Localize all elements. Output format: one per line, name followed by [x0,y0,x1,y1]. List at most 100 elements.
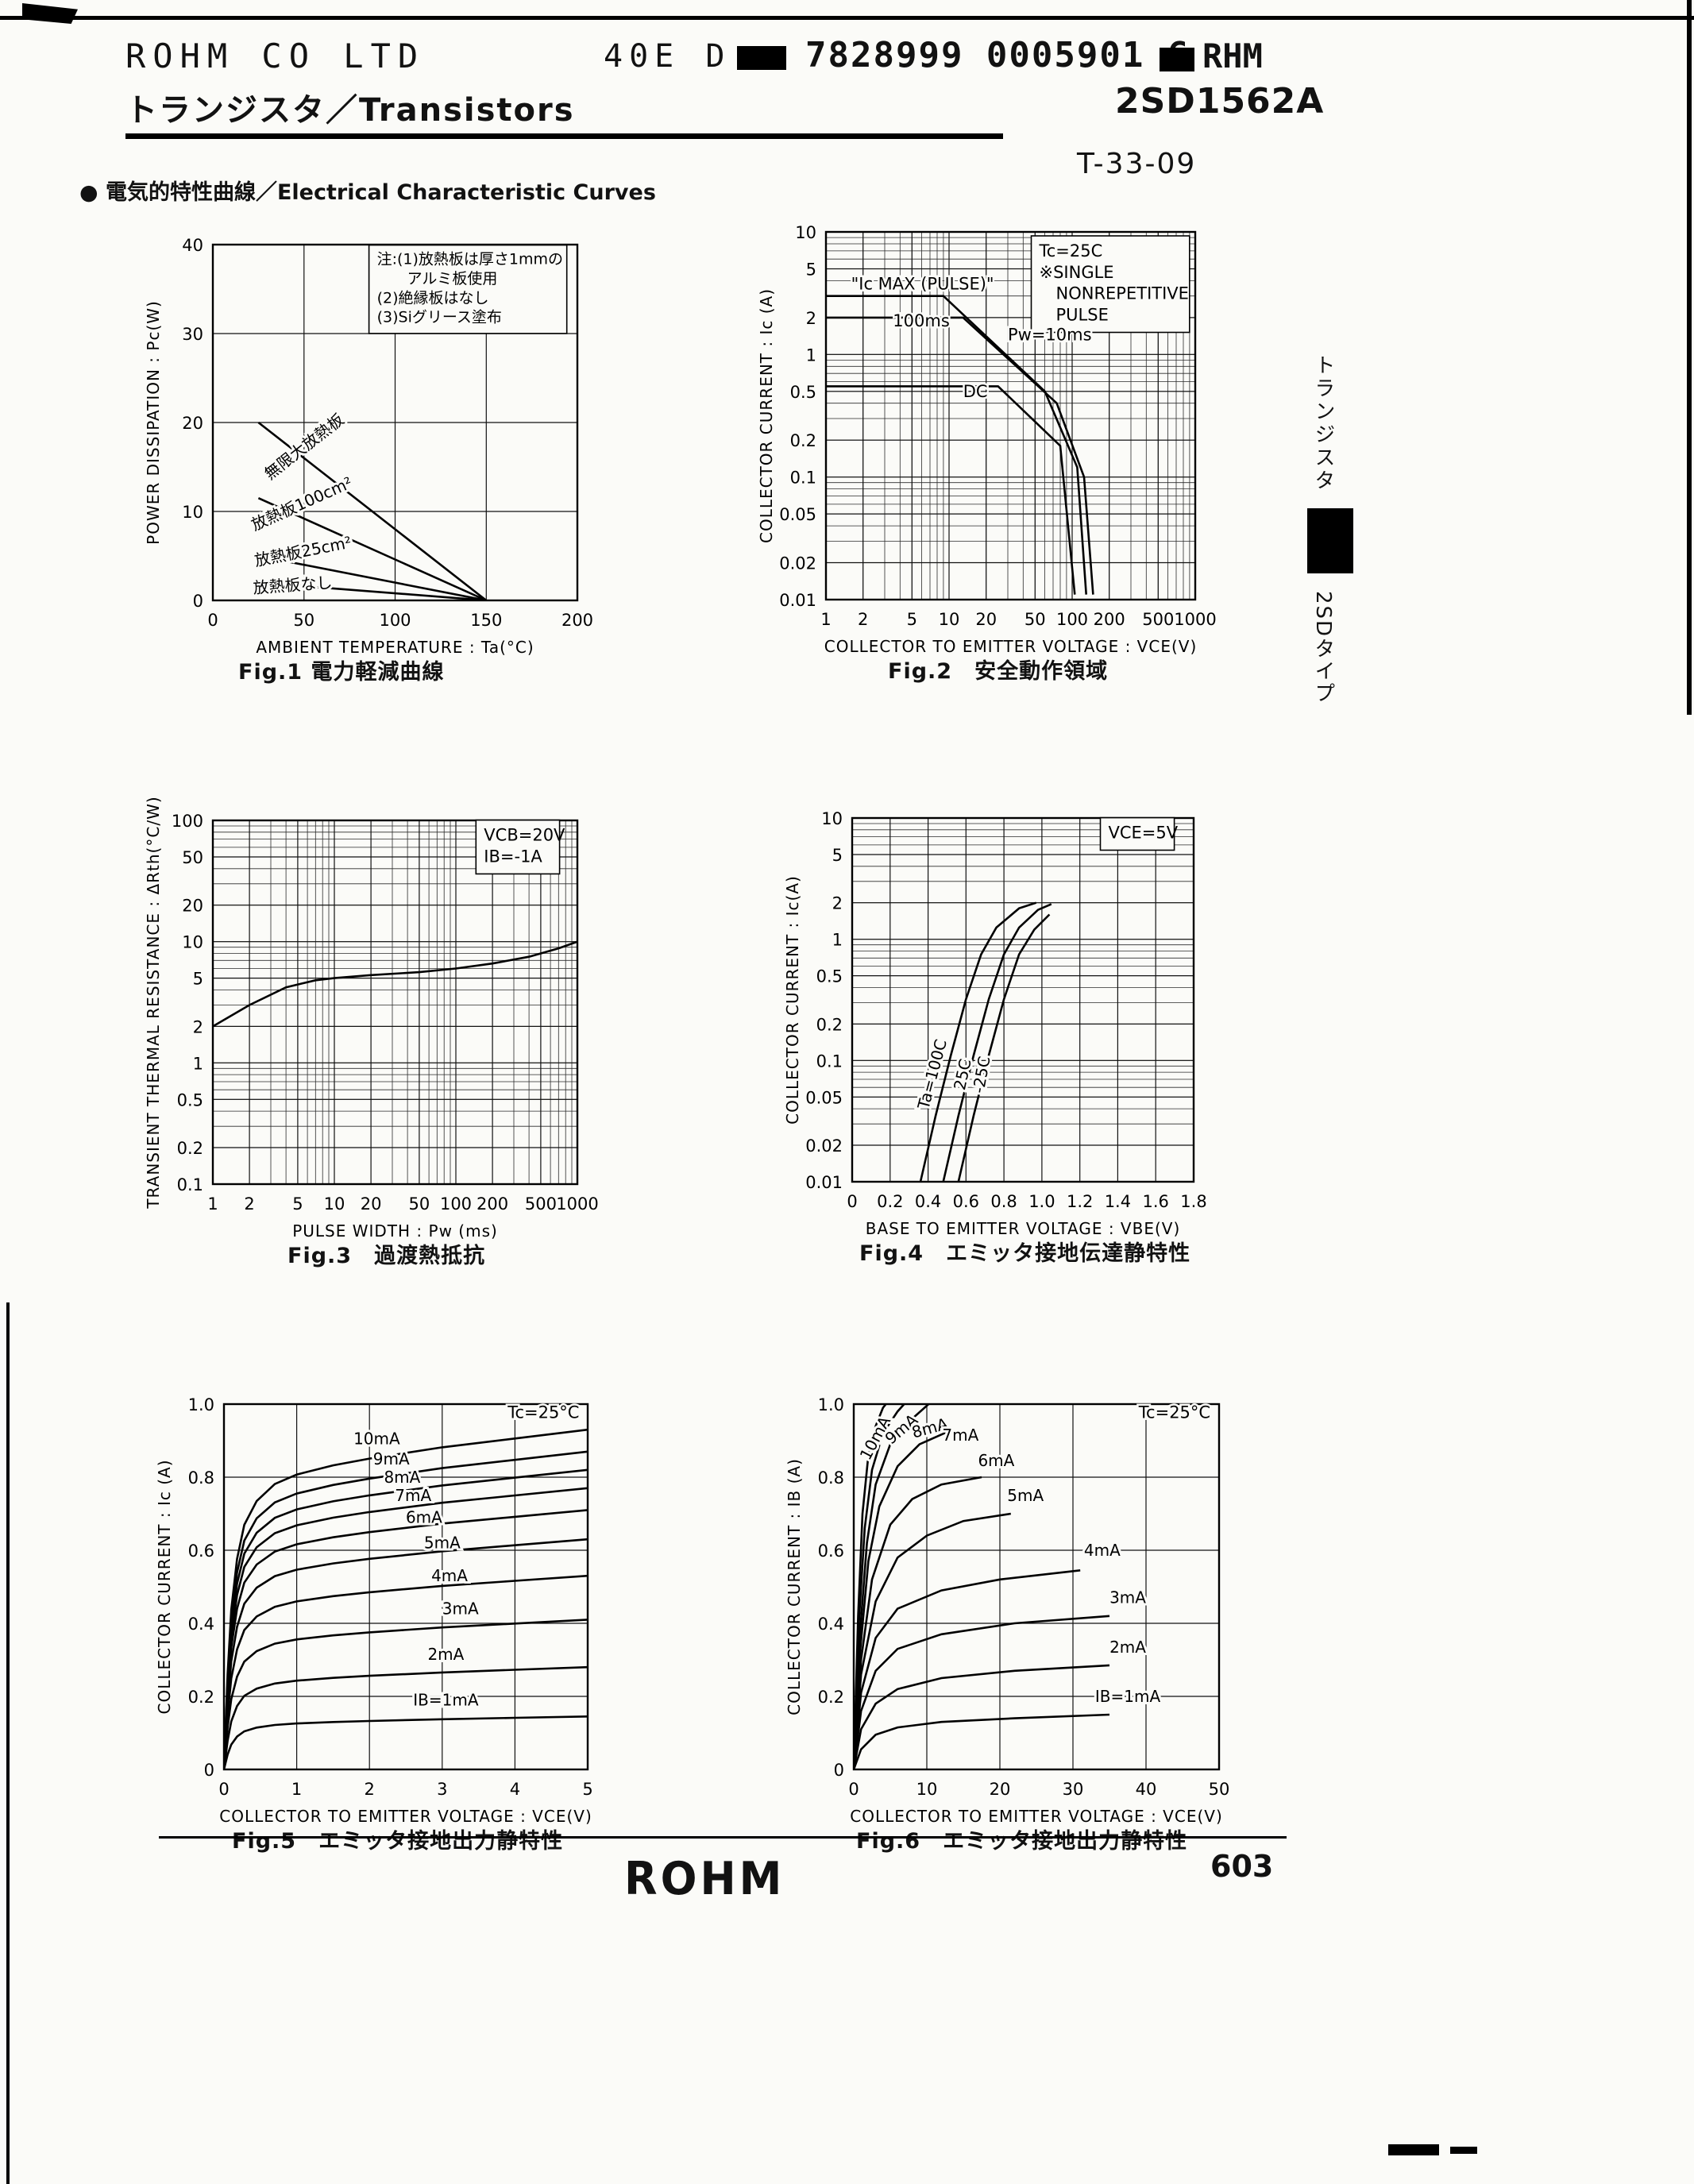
fig6-plot: 10mA9mA8mA7mA6mA5mA4mA3mA2mAIB=1mATc=25°… [785,1395,1229,1826]
scan-artifact-bottom-right-1 [1388,2144,1439,2155]
fig5-series [224,1428,588,1769]
fig2-annotation-0: NONREPETITIVE [1040,284,1189,303]
fig2-x-tick: 5 [907,610,917,629]
fig2-plot: Tc=25C ※SINGLE NONREPETITIVE PULSE "Ic MAX… [757,223,1217,656]
fig6-frame [852,1403,1221,1771]
fig6-curve-6mA [854,1476,982,1769]
fig3-annotation-0: IB=-1A [484,847,542,866]
fig1-xlabel: AMBIENT TEMPERATURE : Ta(°C) [256,638,534,657]
section-heading: ● 電気的特性曲線／Electrical Characteristic Curv… [79,180,656,205]
fig2-x-tick: 100 [1056,610,1088,629]
fig2-x-tick: 1 [820,610,831,629]
fig5-series-label-10mA: 10mA [353,1430,400,1449]
fig6-y-tick: 0.2 [818,1688,844,1707]
fig4-curve-Ta=100C [919,901,1037,1182]
fig1-x-tick: 100 [379,611,411,630]
fig1-curve-放熱板25cm2 [258,554,487,600]
fig1-y-tick: 40 [182,236,203,255]
fig2-annotation-3: Pw=10ms [1008,326,1092,345]
fig5-curve-7mA [224,1487,588,1769]
fig5-y-tick: 1.0 [188,1395,214,1414]
fig6-annotation-0: Tc=25°C [1138,1403,1210,1422]
fig2-grid [825,231,1196,600]
fig5-series-label-8mA: 8mA [384,1468,420,1487]
sidebar-label-bottom: 2SDタイプ [1311,591,1335,705]
fig1-x-tick: 150 [470,611,502,630]
fig2-chart: Tc=25C ※SINGLE NONREPETITIVE PULSE "Ic MAX… [757,223,1217,656]
fig6-curve-4mA [854,1569,1081,1769]
fig5-curve-5mA [224,1538,588,1769]
fig3-y-tick: 0.1 [177,1175,203,1194]
fig5-y-tick: 0.2 [188,1688,214,1707]
fig4-x-tick: 1.6 [1142,1192,1168,1211]
fig6-series-label-4mA: 4mA [1084,1541,1121,1560]
fig3-x-tick: 5 [292,1194,303,1214]
fig6-x-tick: 40 [1136,1780,1157,1799]
fig3-caption: Fig.3 過渡熱抵抗 [287,1244,486,1268]
fig6-y-tick: 0.8 [818,1468,844,1488]
fig6-curve-3mA [854,1615,1110,1769]
fig5-curve-IB=1mA [224,1715,588,1769]
fig3-y-tick: 20 [182,897,203,916]
fig5-x-tick: 1 [291,1780,302,1799]
fig5-frame [222,1403,589,1771]
fig4-x-tick: 0.8 [990,1192,1017,1211]
fig6-x-tick: 10 [916,1780,938,1799]
barcode-suffix: RHM [1202,37,1263,75]
fig4-y-tick: 0.2 [816,1015,843,1034]
fig5-series-label-5mA: 5mA [424,1534,461,1553]
fig5-series-label-4mA: 4mA [431,1566,468,1585]
sheet-code: T-33-09 [1077,148,1197,180]
fig6-series [854,1404,1110,1769]
barcode-number: 7828999 0005901 6 [805,35,1190,75]
fig1-series-label-放熱板100cm2: 放熱板100cm² [249,473,356,534]
fig4-x-tick: 1.8 [1180,1192,1206,1211]
fig1-chart: 無限大放熱板放熱板100cm²放熱板25cm²放熱板なし注:(1)放熱板は厚さ1… [144,236,593,657]
barcode-block-icon [737,46,786,70]
fig3-x-tick: 2 [244,1194,254,1214]
scan-artifact-top-line [0,16,1694,20]
fig3-x-tick: 20 [361,1194,382,1214]
fig6-x-tick: 30 [1063,1780,1084,1799]
fig3-y-tick: 2 [193,1017,203,1036]
fig3-y-tick: 0.2 [177,1139,203,1158]
fig3-series [213,940,577,1028]
fig1-ylabel: POWER DISSIPATION : Pc(W) [144,300,163,545]
fig2-x-tick: 2 [858,610,868,629]
scan-artifact-left-edge [6,1302,10,2184]
fig1-annotation-0: アルミ板使用 [377,270,498,287]
fig5-series-label-7mA: 7mA [395,1486,431,1505]
scan-artifact-right-edge [1687,0,1692,715]
fig4-y-tick: 5 [832,846,843,865]
fig6-series-label-IB=1mA: IB=1mA [1095,1687,1161,1706]
fig2-y-tick: 0.2 [790,431,816,450]
fig4-annotation-0: VCE=5V [1109,824,1179,843]
fig4-grid [851,817,1194,1183]
fig5-xlabel: COLLECTOR TO EMITTER VOLTAGE : VCE(V) [219,1807,592,1826]
fig3-x-tick: 10 [324,1194,345,1214]
fig5-x-tick: 0 [218,1780,229,1799]
fig1-annotation-box-0 [368,244,568,334]
fig6-grid [853,1403,1220,1770]
fig4-y-tick: 2 [832,894,843,913]
footer-rule [159,1836,1287,1839]
fig5-y-tick: 0.6 [188,1542,214,1561]
page-number: 603 [1210,1849,1274,1884]
fig6-curve-10mA [854,1404,888,1769]
fig3-x-tick: 100 [440,1194,472,1214]
barcode-block-small-icon [1160,48,1194,71]
fig1-series [257,421,488,600]
fig6-chart: 10mA9mA8mA7mA6mA5mA4mA3mA2mAIB=1mATc=25°… [785,1395,1229,1826]
fig6-series-label-2mA: 2mA [1109,1638,1146,1657]
fig6-curve-9mA [854,1404,906,1769]
fig2-y-tick: 0.5 [790,383,816,402]
fig6-y-tick: 1.0 [818,1395,844,1414]
fig6-y-tick: 0.4 [818,1615,844,1634]
fig6-curve-8mA [854,1404,931,1769]
fig1-x-tick: 0 [207,611,218,630]
fig1-x-tick: 200 [561,611,593,630]
doc-code: 40E D [604,38,731,75]
fig3-xlabel: PULSE WIDTH : Pw (ms) [292,1221,498,1241]
fig2-ylabel: COLLECTOR CURRENT : Ic (A) [757,288,776,543]
